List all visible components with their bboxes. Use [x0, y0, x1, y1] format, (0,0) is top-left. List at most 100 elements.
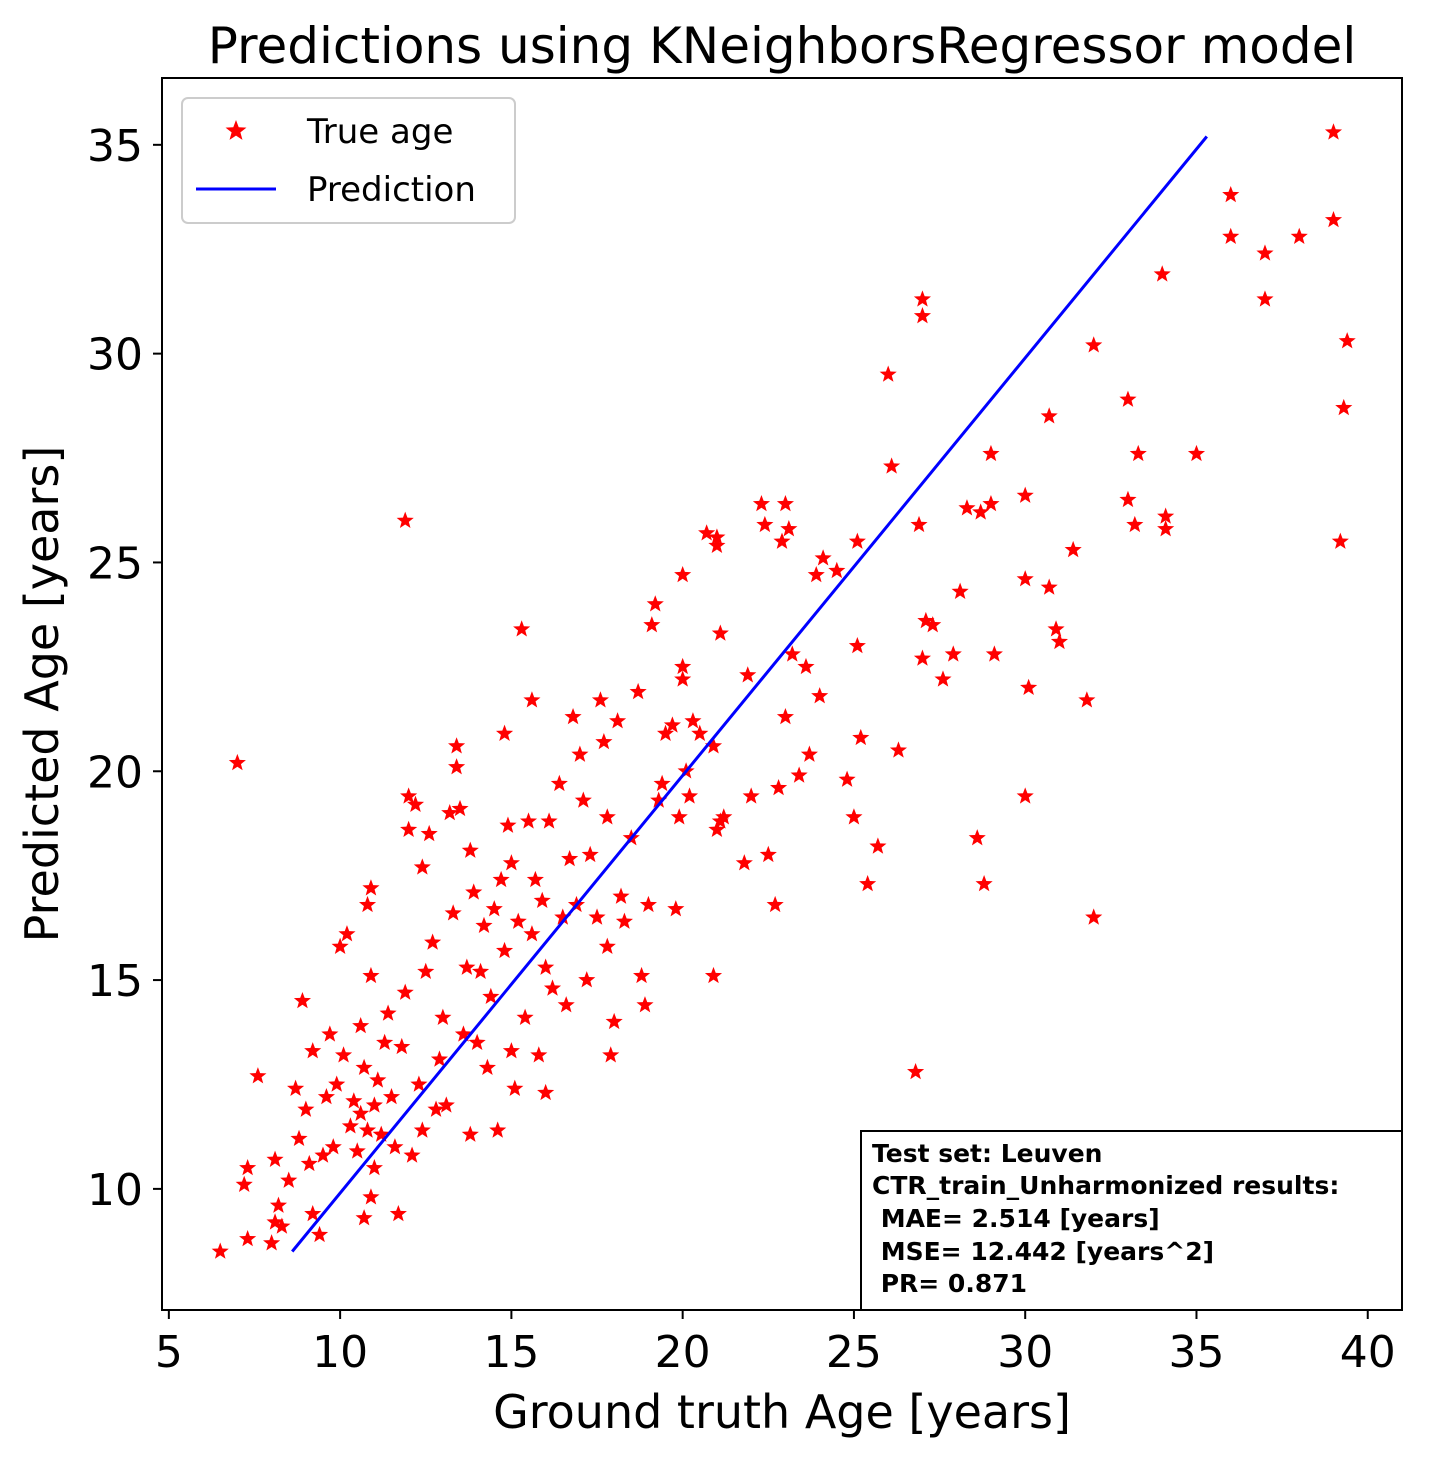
true-age-point [396, 511, 414, 528]
true-age-point [396, 983, 414, 1000]
true-age-point [704, 737, 723, 754]
true-age-point [982, 444, 1000, 462]
true-age-point [564, 707, 582, 725]
true-age-point [609, 712, 627, 729]
true-age-point [674, 565, 692, 583]
legend-label-prediction: Prediction [307, 170, 476, 210]
true-age-point [424, 933, 442, 950]
true-age-point [1064, 540, 1082, 558]
true-age-point [674, 670, 692, 687]
true-age-point [211, 1242, 229, 1259]
true-age-point [334, 1046, 353, 1063]
x-tick-label: 35 [1168, 1327, 1224, 1378]
true-age-point [691, 724, 709, 741]
true-age-point [495, 724, 514, 741]
true-age-point [348, 1142, 366, 1159]
true-age-point [502, 1042, 520, 1059]
y-tick-label: 25 [87, 538, 143, 589]
true-age-point [848, 636, 866, 654]
true-age-point [448, 737, 466, 754]
true-age-point [800, 745, 818, 762]
true-age-point [516, 1008, 534, 1025]
y-tick-label: 10 [87, 1165, 143, 1216]
true-age-point [889, 741, 908, 758]
true-age-point [506, 1079, 524, 1096]
true-age-point [400, 820, 418, 838]
x-tick-label: 15 [483, 1327, 539, 1378]
true-age-point [639, 895, 657, 913]
true-age-point [417, 962, 435, 979]
true-age-point [605, 1012, 623, 1030]
true-age-point [917, 611, 935, 629]
true-age-point [1085, 908, 1103, 925]
true-age-point [489, 1121, 507, 1138]
true-age-point [492, 870, 510, 888]
true-age-point [519, 812, 538, 829]
true-age-point [280, 1171, 298, 1188]
true-age-point [420, 824, 438, 842]
true-age-point [698, 524, 716, 541]
true-age-point [598, 937, 616, 954]
true-age-point [776, 494, 794, 512]
true-age-point [1040, 578, 1058, 595]
true-age-point [838, 770, 856, 787]
true-age-point [379, 1004, 397, 1021]
true-age-point [571, 745, 589, 762]
legend-box [181, 97, 516, 224]
true-age-point [273, 1217, 291, 1234]
x-tick-label: 25 [826, 1327, 882, 1378]
y-tick-label: 15 [87, 956, 143, 1007]
true-age-point [1324, 123, 1343, 140]
true-age-point [913, 307, 931, 324]
true-age-point [413, 1121, 431, 1138]
x-tick-label: 30 [997, 1327, 1053, 1378]
true-age-point [783, 645, 801, 662]
true-age-point [434, 1008, 452, 1025]
true-age-point [410, 1075, 428, 1092]
true-age-point [910, 515, 928, 533]
true-age-point [382, 1088, 401, 1105]
true-age-point [595, 733, 613, 750]
true-age-point [513, 620, 531, 637]
true-age-point [293, 991, 311, 1009]
true-age-point [338, 925, 356, 942]
true-age-point [526, 870, 544, 888]
y-axis-label: Predicted Age [years] [15, 446, 69, 943]
true-age-point [239, 1230, 257, 1247]
true-age-point [670, 808, 688, 825]
true-age-point [591, 691, 610, 708]
true-age-point [362, 1188, 380, 1205]
true-age-point [972, 503, 990, 520]
true-age-point [530, 1046, 548, 1063]
true-age-point [951, 582, 969, 599]
true-age-point [1129, 444, 1147, 462]
true-age-point [883, 457, 901, 474]
true-age-point [1222, 185, 1240, 203]
true-age-point [636, 996, 654, 1013]
true-age-point [968, 829, 986, 846]
true-age-point [852, 728, 870, 746]
true-age-point [944, 645, 962, 662]
true-age-point [393, 1037, 411, 1055]
true-age-point [797, 657, 815, 675]
true-age-point [537, 1083, 555, 1101]
true-age-point [523, 691, 541, 708]
true-age-point [413, 858, 431, 875]
true-age-point [633, 966, 651, 984]
true-age-point [708, 528, 726, 545]
true-age-point [557, 996, 575, 1013]
true-age-point [372, 1125, 390, 1142]
true-age-point [362, 879, 380, 896]
true-age-point [358, 1121, 377, 1138]
true-age-point [495, 941, 514, 959]
axes-group: 5 10 15 20 25 30 35 40 10 15 20 25 30 35 [87, 121, 1396, 1378]
true-age-point [766, 895, 784, 913]
true-age-point [331, 937, 349, 954]
true-age-point [523, 925, 541, 942]
y-tick-label: 20 [87, 747, 143, 798]
true-age-point [708, 536, 726, 554]
true-age-point [656, 724, 675, 741]
true-age-point [674, 657, 692, 675]
x-axis-label: Ground truth Age [years] [493, 1385, 1071, 1439]
